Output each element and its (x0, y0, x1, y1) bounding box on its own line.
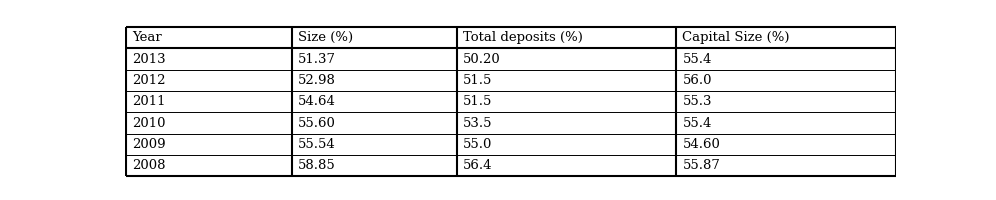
Text: 54.64: 54.64 (298, 95, 336, 108)
Text: 53.5: 53.5 (463, 117, 493, 130)
Text: 51.5: 51.5 (463, 74, 492, 87)
Text: 56.4: 56.4 (463, 159, 493, 172)
Text: 58.85: 58.85 (298, 159, 336, 172)
Text: 51.37: 51.37 (298, 53, 336, 66)
Text: 55.0: 55.0 (463, 138, 492, 151)
Text: 2008: 2008 (132, 159, 165, 172)
Text: 55.3: 55.3 (682, 95, 712, 108)
Text: 51.5: 51.5 (463, 95, 492, 108)
Text: 56.0: 56.0 (682, 74, 712, 87)
Text: 50.20: 50.20 (463, 53, 501, 66)
Text: 55.87: 55.87 (682, 159, 720, 172)
Text: 2011: 2011 (132, 95, 165, 108)
Text: 2013: 2013 (132, 53, 166, 66)
Text: 54.60: 54.60 (682, 138, 720, 151)
Text: 2010: 2010 (132, 117, 165, 130)
Text: Size (%): Size (%) (298, 31, 353, 44)
Text: Year: Year (132, 31, 162, 44)
Text: 55.4: 55.4 (682, 117, 712, 130)
Text: 55.60: 55.60 (298, 117, 336, 130)
Text: 55.4: 55.4 (682, 53, 712, 66)
Text: 55.54: 55.54 (298, 138, 336, 151)
Text: 2009: 2009 (132, 138, 166, 151)
Text: Total deposits (%): Total deposits (%) (463, 31, 583, 44)
Text: Capital Size (%): Capital Size (%) (682, 31, 790, 44)
Text: 2012: 2012 (132, 74, 165, 87)
Text: 52.98: 52.98 (298, 74, 336, 87)
